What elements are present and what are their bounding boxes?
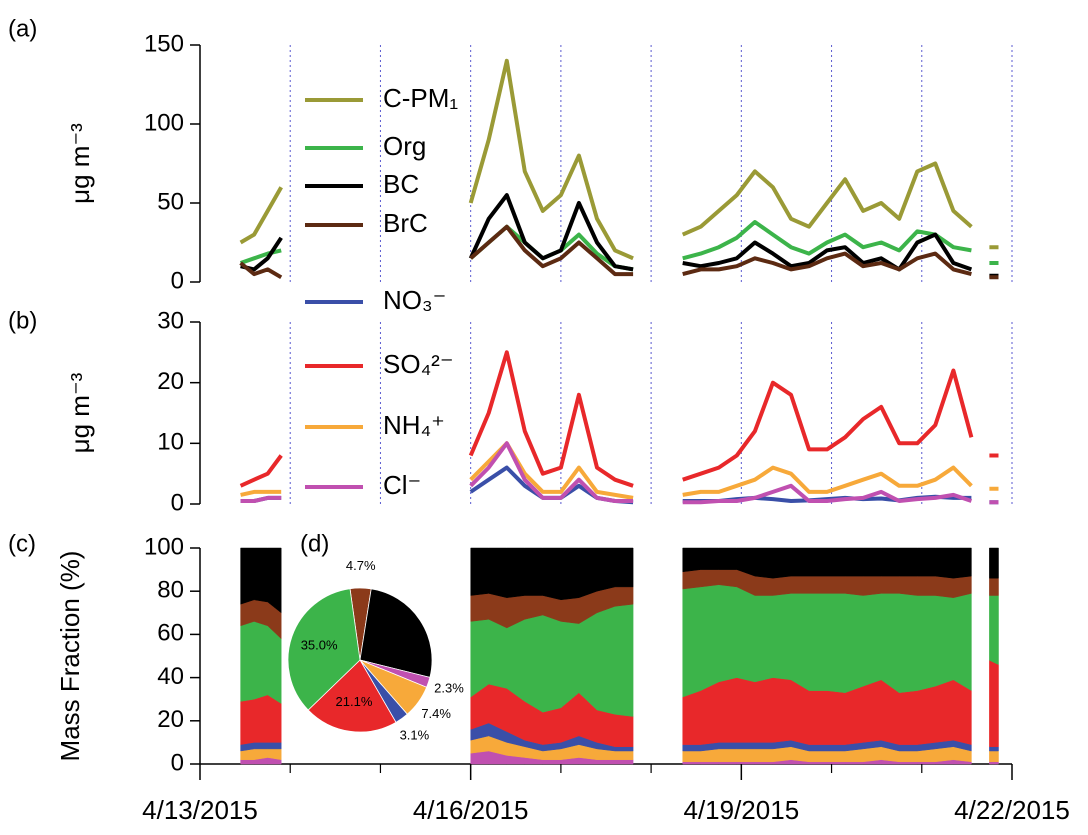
y-tick-label: 80 <box>157 577 184 604</box>
pie-label: 3.1% <box>400 728 430 743</box>
legend-label: Org <box>383 131 426 161</box>
stacked-area <box>240 722 999 752</box>
y-tick-label: 0 <box>171 267 184 294</box>
legend-label: C-PM₁ <box>383 83 458 113</box>
stacked-area <box>240 659 999 747</box>
pie-label: 4.7% <box>346 558 376 573</box>
series-line <box>240 441 999 505</box>
pie-slice <box>307 659 397 733</box>
series-line <box>240 441 999 500</box>
y-tick-label: 20 <box>157 368 184 395</box>
legend-label: NH₄⁺ <box>383 410 445 440</box>
stacked-area <box>240 584 999 717</box>
panel-label: (d) <box>300 530 329 557</box>
pie-slice <box>287 588 361 711</box>
y-tick-label: 10 <box>157 429 184 456</box>
panel-label: (b) <box>8 307 37 334</box>
x-tick-label: 4/13/2015 <box>142 795 258 825</box>
y-tick-label: 50 <box>157 188 184 215</box>
y-tick-label: 20 <box>157 706 184 733</box>
legend-label: NO₃⁻ <box>383 285 446 315</box>
y-tick-label: 60 <box>157 620 184 647</box>
y-tick-label: 150 <box>144 30 184 57</box>
legend-label: BC <box>383 169 419 199</box>
legend-label: Cl⁻ <box>383 470 421 500</box>
x-tick-label: 4/19/2015 <box>683 795 799 825</box>
panel-label: (a) <box>8 15 37 42</box>
stacked-area <box>240 735 999 763</box>
stacked-area <box>240 547 999 614</box>
pie-label: 2.3% <box>434 681 464 696</box>
y-tick-label: 0 <box>171 489 184 516</box>
y-tick-label: 30 <box>157 307 184 334</box>
series-line <box>239 224 999 280</box>
y-tick-label: 100 <box>144 533 184 560</box>
y-tick-label: 40 <box>157 663 184 690</box>
y-tick-label: 100 <box>144 109 184 136</box>
pie-label: 26.4% <box>378 628 415 643</box>
x-tick-label: 4/22/2015 <box>954 795 1070 825</box>
legend-label: BrC <box>383 208 428 238</box>
panel-label: (c) <box>8 530 36 557</box>
series-line <box>239 58 999 261</box>
series-line <box>239 350 999 488</box>
pie-slice <box>359 588 433 678</box>
y-axis-label: μg m⁻³ <box>65 123 95 204</box>
series-line <box>240 193 999 278</box>
y-axis-label: μg m⁻³ <box>65 372 95 453</box>
pie-label: 7.4% <box>421 706 451 721</box>
x-tick-label: 4/16/2015 <box>413 795 529 825</box>
pie-label: 21.1% <box>336 694 373 709</box>
stacked-area <box>240 569 999 640</box>
y-axis-label: Mass Fraction (%) <box>55 551 85 762</box>
pie-label: 35.0% <box>301 637 338 652</box>
stacked-area <box>240 750 999 765</box>
y-tick-label: 0 <box>171 749 184 776</box>
legend-label: SO₄²⁻ <box>383 349 454 379</box>
